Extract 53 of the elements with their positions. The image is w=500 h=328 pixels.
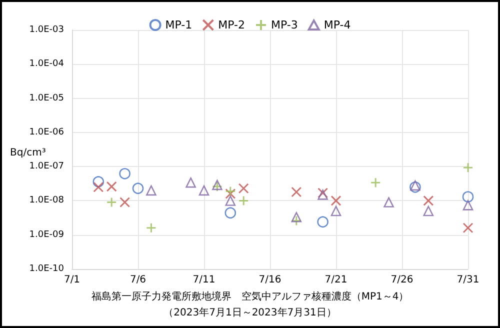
x-tick-label: 7/31 (456, 274, 480, 286)
legend-label: MP-1 (165, 18, 192, 32)
text: 福島第一原子力発電所敷地境界 空気中アルファ核種濃度（MP1～4） (91, 290, 409, 302)
point (225, 196, 236, 206)
point (423, 206, 434, 216)
point (238, 183, 249, 194)
point (225, 188, 236, 199)
point (92, 176, 104, 188)
point (224, 207, 236, 219)
point (106, 181, 117, 192)
point (291, 186, 302, 198)
point (132, 182, 144, 194)
y-tick-label: 1.0E-10 (29, 264, 64, 274)
point (225, 186, 236, 196)
point (330, 195, 342, 206)
point (93, 182, 104, 192)
point (119, 168, 130, 180)
point (186, 177, 196, 188)
point (370, 177, 381, 188)
y-tick-label: 1.0E-06 (29, 127, 64, 138)
point (423, 195, 434, 206)
point (198, 185, 210, 196)
point (291, 212, 302, 222)
x-tick-label: 7/1 (64, 274, 80, 286)
point (384, 197, 394, 208)
point (330, 206, 342, 216)
x-tick-label: 7/21 (324, 274, 348, 286)
point (462, 200, 474, 210)
point (317, 216, 328, 228)
x-tick-label: 7/11 (192, 274, 216, 286)
x-tick-label: 7/26 (390, 274, 414, 286)
point (462, 162, 474, 173)
point (238, 195, 249, 206)
y-axis-title: Bq/cm³ (10, 148, 46, 158)
legend-label: MP-3 (271, 18, 298, 32)
point (146, 222, 156, 234)
point (291, 215, 302, 226)
point (462, 222, 474, 234)
point (106, 197, 117, 208)
legend-label: MP-4 (324, 18, 351, 32)
point (146, 185, 156, 196)
y-tick-label: 1.0E-04 (29, 59, 64, 70)
text: （2023年7月1日～2023年7月31日） (164, 306, 336, 318)
point (462, 191, 474, 202)
y-tick-label: 1.0E-07 (29, 162, 64, 172)
x-tick-label: 7/6 (130, 274, 146, 286)
y-tick-label: 1.0E-03 (29, 25, 64, 35)
point (120, 197, 130, 208)
legend-label: MP-2 (218, 18, 246, 32)
y-tick-label: 1.0E-08 (29, 196, 64, 206)
y-tick-label: 1.0E-09 (29, 230, 64, 240)
y-tick-label: 1.0E-05 (29, 93, 64, 104)
x-tick-label: 7/16 (258, 274, 282, 286)
